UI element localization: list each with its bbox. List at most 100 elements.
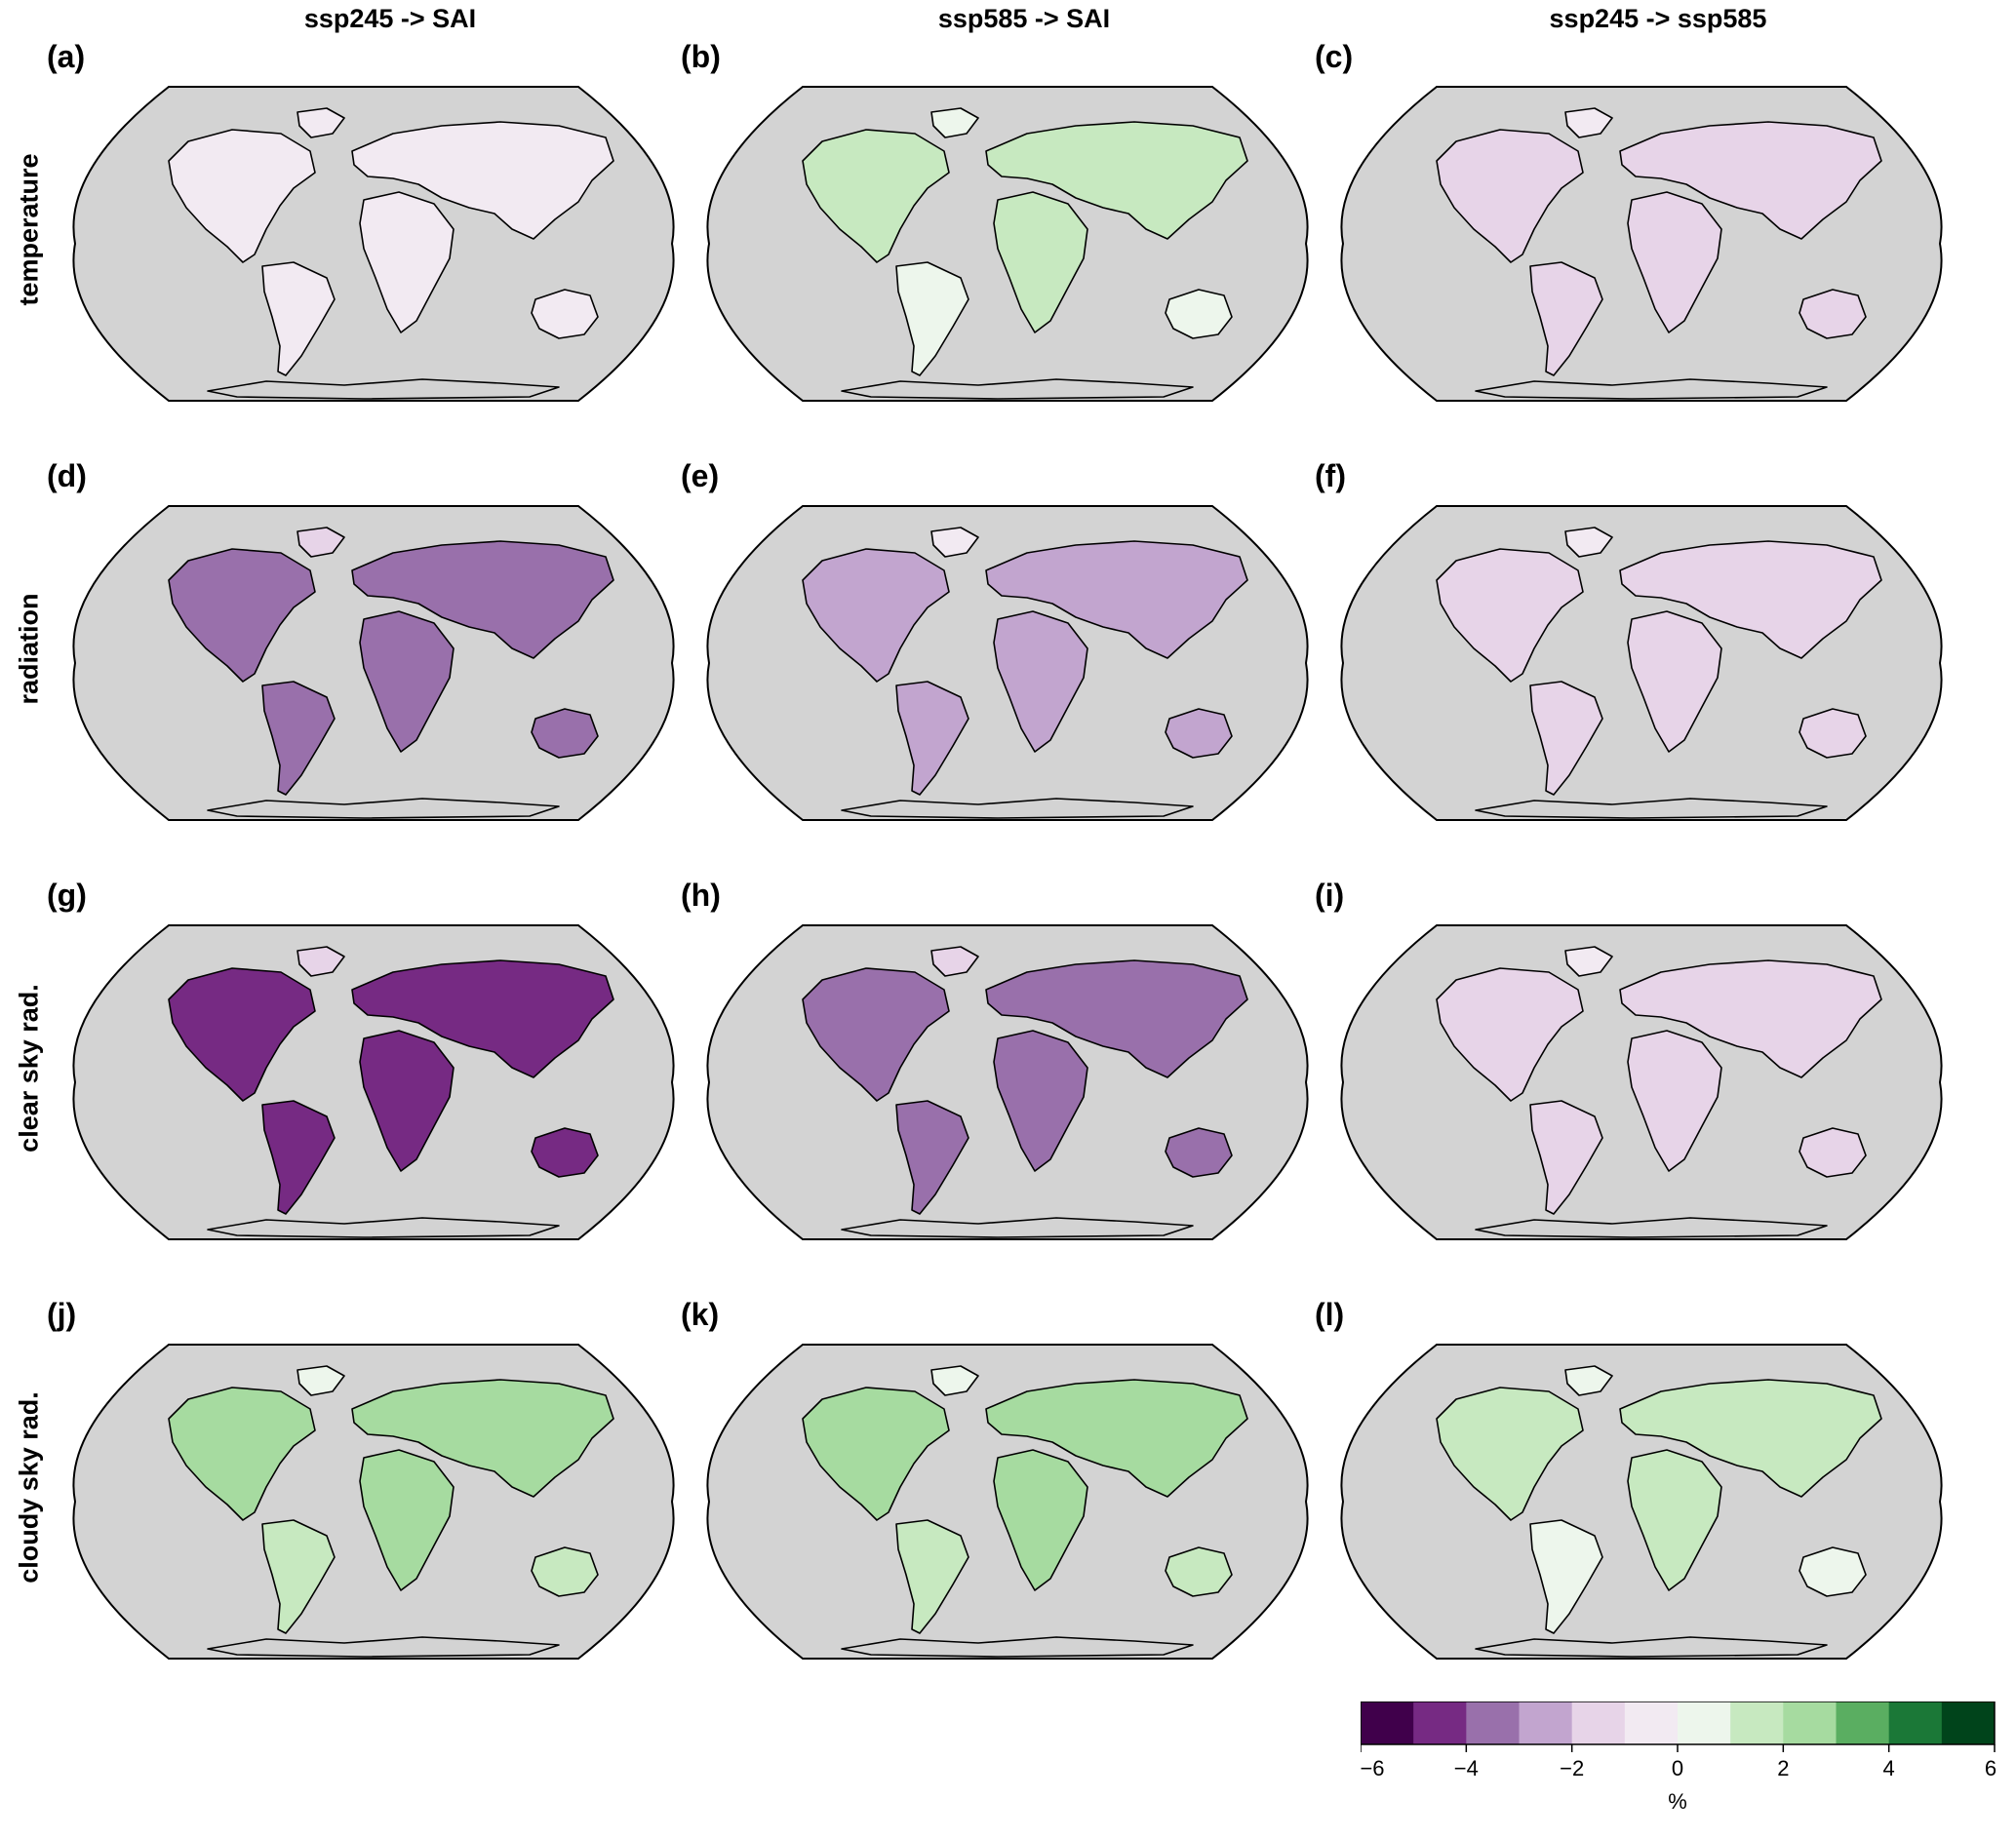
continent-greenland (1564, 1365, 1613, 1396)
continent-north-america (1436, 129, 1584, 263)
colorbar-swatch (1413, 1701, 1467, 1744)
panel-label: (k) (681, 1297, 720, 1332)
colorbar-swatch (1361, 1701, 1414, 1744)
continent-australia (1165, 1546, 1233, 1597)
panel-label: (h) (681, 878, 721, 913)
continent-australia (1799, 1546, 1867, 1597)
continent-antarctica (207, 798, 560, 819)
continent-eurasia (351, 959, 614, 1078)
colorbar-tick-label: 6 (1985, 1756, 1996, 1780)
continent-eurasia (985, 1379, 1248, 1498)
map-svg (1340, 86, 1943, 402)
map-panel (705, 921, 1310, 1243)
continent-south-america (1529, 1100, 1603, 1215)
continent-north-america (168, 967, 316, 1102)
panel-label: (b) (681, 39, 721, 74)
map-frame (706, 86, 1309, 402)
continent-africa (359, 1449, 455, 1591)
continent-australia (531, 1546, 599, 1597)
map-frame (706, 505, 1309, 821)
continent-north-america (802, 967, 950, 1102)
continent-australia (1799, 708, 1867, 759)
continent-north-america (1436, 967, 1584, 1102)
colorbar-tick-label: 0 (1672, 1756, 1683, 1780)
map-svg (1340, 1344, 1943, 1660)
colorbar-tick-label: 2 (1777, 1756, 1789, 1780)
continent-greenland (296, 1365, 345, 1396)
map-svg (72, 86, 675, 402)
row-title-temperature: temperature (14, 153, 44, 306)
colorbar-swatch (1836, 1701, 1890, 1744)
map-frame (72, 86, 675, 402)
continent-north-america (168, 1387, 316, 1521)
continent-antarctica (1475, 798, 1828, 819)
map-svg (706, 86, 1309, 402)
colorbar-swatch (1519, 1701, 1573, 1744)
colorbar-swatch (1624, 1701, 1679, 1744)
colorbar-tick-label: −2 (1560, 1756, 1584, 1780)
continent-eurasia (1619, 959, 1882, 1078)
colorbar-swatch (1571, 1701, 1626, 1744)
continent-south-america (895, 261, 969, 376)
colorbar: −6 −4 −2 0 2 4 6% (1361, 1701, 1996, 1814)
panel-label: (a) (47, 39, 86, 74)
continent-antarctica (207, 378, 560, 400)
map-panel (1339, 83, 1944, 405)
map-svg (706, 1344, 1309, 1660)
continent-antarctica (841, 1217, 1194, 1238)
continent-australia (531, 708, 599, 759)
column-title-1: ssp245 -> SAI (303, 4, 477, 33)
row-title-radiation: radiation (14, 593, 44, 705)
continent-eurasia (985, 959, 1248, 1078)
continent-africa (359, 610, 455, 753)
continent-north-america (168, 548, 316, 683)
continent-eurasia (985, 121, 1248, 240)
continent-antarctica (1475, 378, 1828, 400)
continent-eurasia (1619, 1379, 1882, 1498)
continent-antarctica (841, 378, 1194, 400)
map-frame (72, 1344, 675, 1660)
map-frame (72, 505, 675, 821)
continent-antarctica (207, 1217, 560, 1238)
colorbar-swatch (1783, 1701, 1837, 1744)
map-panel (705, 502, 1310, 824)
continent-north-america (1436, 1387, 1584, 1521)
continent-antarctica (1475, 1636, 1828, 1658)
panel-label: (f) (1315, 458, 1346, 493)
map-svg (1340, 924, 1943, 1240)
continent-eurasia (985, 540, 1248, 659)
continent-south-america (261, 1519, 336, 1634)
continent-africa (993, 610, 1088, 753)
continent-africa (1627, 191, 1722, 333)
continent-eurasia (1619, 121, 1882, 240)
colorbar-tick-label: −4 (1454, 1756, 1479, 1780)
map-svg (706, 505, 1309, 821)
continent-australia (531, 1127, 599, 1178)
continent-australia (1165, 289, 1233, 339)
map-panel (1339, 921, 1944, 1243)
panel-label: (i) (1315, 878, 1345, 913)
colorbar-tick-label: 4 (1883, 1756, 1895, 1780)
continent-antarctica (841, 798, 1194, 819)
continent-africa (993, 191, 1088, 333)
panel-label: (j) (47, 1297, 77, 1332)
continent-africa (993, 1449, 1088, 1591)
map-panel (71, 83, 676, 405)
colorbar-unit-label: % (1668, 1789, 1687, 1814)
column-title-2: ssp585 -> SAI (937, 4, 1111, 33)
map-panel (71, 502, 676, 824)
map-svg (1340, 505, 1943, 821)
panel-label: (g) (47, 878, 87, 913)
colorbar-swatch (1678, 1701, 1731, 1744)
continent-greenland (930, 527, 979, 558)
column-title-3: ssp245 -> ssp585 (1549, 4, 1767, 33)
continent-south-america (1529, 1519, 1603, 1634)
continent-south-america (1529, 261, 1603, 376)
continent-greenland (1564, 107, 1613, 138)
map-frame (706, 924, 1309, 1240)
continent-north-america (1436, 548, 1584, 683)
continent-greenland (930, 107, 979, 138)
continent-eurasia (1619, 540, 1882, 659)
colorbar-tick-label: −6 (1361, 1756, 1385, 1780)
panel-label: (e) (681, 458, 720, 493)
